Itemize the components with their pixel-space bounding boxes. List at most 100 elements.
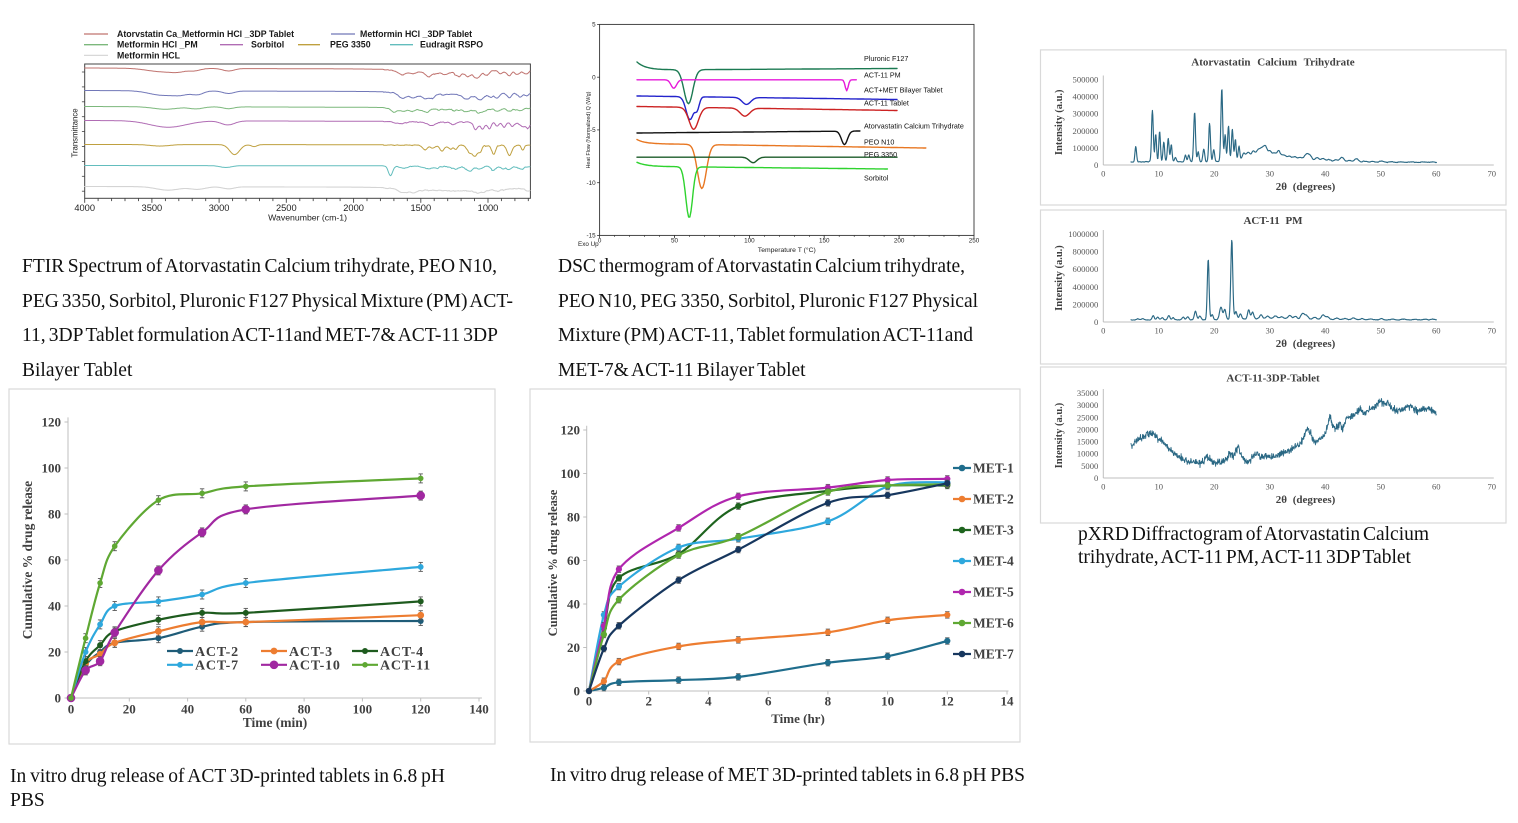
svg-text:0: 0	[1101, 482, 1105, 492]
svg-text:20000: 20000	[1077, 424, 1098, 434]
svg-text:0: 0	[55, 690, 62, 705]
svg-text:120: 120	[42, 414, 62, 429]
svg-text:Atorvastatin Calcium Trihydrat: Atorvastatin Calcium Trihydrate	[864, 122, 964, 131]
svg-text:10: 10	[881, 694, 894, 709]
svg-text:100: 100	[42, 460, 62, 475]
svg-text:Time (min): Time (min)	[243, 715, 308, 730]
svg-text:30: 30	[1266, 482, 1275, 492]
svg-text:Atorvstatin Ca_Metformin HCl _: Atorvstatin Ca_Metformin HCl _3DP Tablet	[117, 29, 294, 39]
svg-text:ACT-3: ACT-3	[289, 645, 333, 660]
svg-text:0: 0	[1101, 326, 1105, 336]
svg-text:MET-5: MET-5	[973, 585, 1014, 600]
svg-text:2θ (degrees): 2θ (degrees)	[1276, 494, 1336, 506]
svg-text:0: 0	[592, 74, 596, 81]
svg-text:400000: 400000	[1073, 92, 1099, 102]
svg-text:100: 100	[561, 466, 581, 481]
svg-text:200000: 200000	[1073, 126, 1099, 136]
svg-text:14: 14	[1001, 694, 1015, 709]
svg-text:100000: 100000	[1073, 143, 1099, 153]
svg-text:Wavenumber (cm-1): Wavenumber (cm-1)	[268, 212, 347, 222]
svg-text:ACT+MET Bilayer Tablet: ACT+MET Bilayer Tablet	[864, 86, 943, 95]
svg-text:2500: 2500	[276, 203, 297, 213]
svg-text:Intensity (a.u.): Intensity (a.u.)	[1054, 89, 1065, 155]
svg-text:Intensity (a.u.): Intensity (a.u.)	[1054, 402, 1065, 468]
svg-text:40: 40	[1321, 326, 1330, 336]
svg-text:20: 20	[1210, 326, 1219, 336]
svg-text:5000: 5000	[1081, 461, 1098, 471]
svg-text:200000: 200000	[1073, 299, 1099, 309]
svg-text:ACT-10: ACT-10	[289, 659, 341, 674]
svg-text:Eudragit RSPO: Eudragit RSPO	[420, 40, 483, 50]
svg-text:2000: 2000	[343, 203, 364, 213]
svg-text:Pluronic F127: Pluronic F127	[864, 54, 908, 63]
svg-text:30000: 30000	[1077, 400, 1098, 410]
svg-text:0: 0	[586, 694, 593, 709]
svg-text:ACT-11: ACT-11	[380, 659, 431, 674]
svg-text:20: 20	[123, 702, 136, 717]
svg-text:PEG 3350: PEG 3350	[330, 40, 371, 50]
svg-text:70: 70	[1488, 482, 1497, 492]
svg-text:20: 20	[1210, 482, 1219, 492]
svg-text:30: 30	[1266, 326, 1275, 336]
svg-text:4000: 4000	[74, 203, 95, 213]
svg-text:MET-6: MET-6	[973, 616, 1014, 631]
svg-text:Sorbitol: Sorbitol	[864, 174, 889, 183]
svg-text:MET-1: MET-1	[973, 461, 1014, 476]
svg-text:Metformin HCl _3DP Tablet: Metformin HCl _3DP Tablet	[360, 29, 472, 39]
svg-text:120: 120	[561, 422, 581, 437]
svg-text:20: 20	[1210, 169, 1219, 179]
svg-text:0: 0	[574, 683, 581, 698]
svg-text:ACT-11 PM: ACT-11 PM	[864, 71, 901, 80]
svg-text:Metformin HCl _PM: Metformin HCl _PM	[117, 40, 198, 50]
svg-text:20: 20	[567, 640, 580, 655]
svg-text:ACT-11-3DP-Tablet: ACT-11-3DP-Tablet	[1226, 373, 1320, 385]
svg-text:0: 0	[1094, 317, 1098, 327]
svg-text:ACT-11 PM: ACT-11 PM	[1243, 215, 1303, 227]
svg-text:Time (hr): Time (hr)	[771, 711, 825, 726]
svg-text:600000: 600000	[1073, 264, 1099, 274]
svg-text:35000: 35000	[1077, 388, 1098, 398]
svg-text:60: 60	[239, 702, 252, 717]
svg-text:20: 20	[48, 644, 61, 659]
svg-text:2θ (degrees): 2θ (degrees)	[1276, 181, 1336, 193]
svg-text:60: 60	[1432, 482, 1441, 492]
svg-text:3500: 3500	[142, 203, 163, 213]
svg-text:60: 60	[1432, 169, 1441, 179]
svg-text:500000: 500000	[1073, 75, 1099, 85]
svg-text:300000: 300000	[1073, 109, 1099, 119]
svg-text:70: 70	[1488, 326, 1497, 336]
svg-text:40: 40	[567, 596, 580, 611]
svg-text:0: 0	[1101, 169, 1105, 179]
svg-text:40: 40	[181, 702, 194, 717]
svg-text:8: 8	[825, 694, 832, 709]
svg-text:ACT-2: ACT-2	[195, 645, 239, 660]
svg-text:Temperature T (°C): Temperature T (°C)	[758, 246, 816, 254]
svg-text:1000: 1000	[478, 203, 499, 213]
svg-text:ACT-7: ACT-7	[195, 659, 239, 674]
svg-text:10000: 10000	[1077, 449, 1098, 459]
svg-text:Heat Flow (Normalized) Q (W/g): Heat Flow (Normalized) Q (W/g)	[586, 91, 592, 168]
svg-text:60: 60	[1432, 326, 1441, 336]
svg-text:100: 100	[353, 702, 373, 717]
svg-text:0: 0	[598, 238, 602, 245]
svg-text:40: 40	[1321, 169, 1330, 179]
svg-text:-15: -15	[586, 233, 596, 240]
svg-text:Cumulative % drug release: Cumulative % drug release	[20, 481, 35, 639]
svg-text:0: 0	[1094, 473, 1098, 483]
svg-text:80: 80	[298, 702, 311, 717]
svg-text:10: 10	[1155, 326, 1164, 336]
svg-text:6: 6	[765, 694, 772, 709]
svg-text:40: 40	[1321, 482, 1330, 492]
svg-text:50: 50	[1377, 482, 1386, 492]
svg-text:800000: 800000	[1073, 247, 1099, 257]
svg-text:100: 100	[744, 238, 755, 245]
svg-text:MET-2: MET-2	[973, 492, 1014, 507]
svg-text:1500: 1500	[410, 203, 431, 213]
svg-text:25000: 25000	[1077, 412, 1098, 422]
svg-text:200: 200	[894, 238, 905, 245]
svg-text:120: 120	[411, 702, 431, 717]
svg-text:30: 30	[1266, 169, 1275, 179]
svg-text:15000: 15000	[1077, 437, 1098, 447]
svg-text:5: 5	[592, 22, 596, 29]
svg-text:10: 10	[1155, 169, 1164, 179]
